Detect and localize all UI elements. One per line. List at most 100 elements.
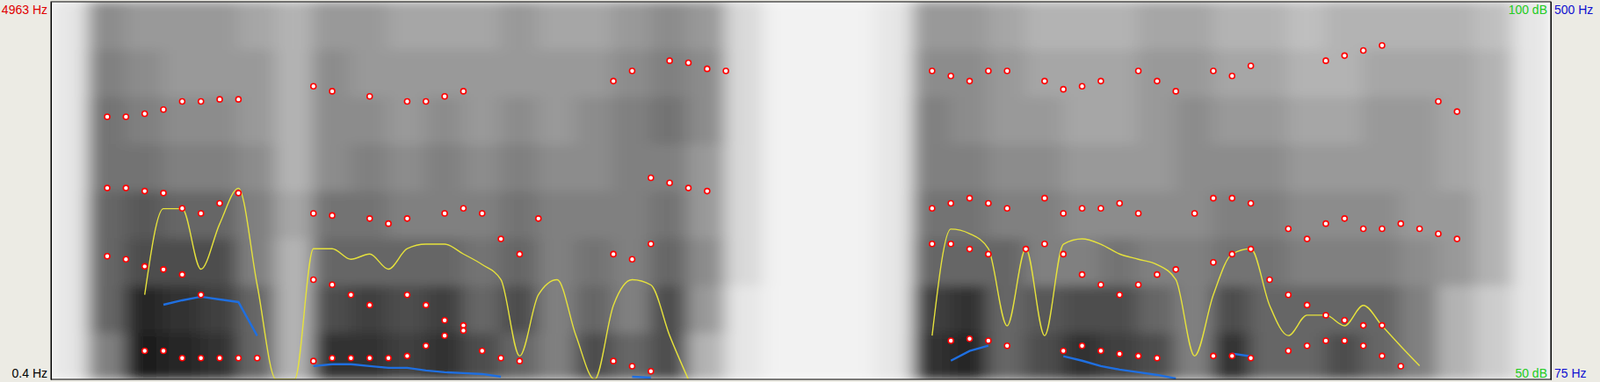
spectrogram-cell [687, 189, 727, 239]
plot-background [50, 1, 1551, 380]
spectrogram-cell [650, 142, 690, 192]
formant-point [104, 185, 110, 191]
spectrogram-cell [537, 48, 578, 98]
spectrogram-cell [949, 1, 990, 51]
formant-point [367, 302, 373, 308]
spectrogram-cell [762, 237, 803, 287]
spectrogram-cell [462, 1, 502, 51]
spectrogram-cell [800, 189, 840, 239]
spectrogram-cell [1287, 95, 1327, 145]
axis-line [50, 2, 52, 381]
spectrogram-cell [275, 189, 315, 239]
spectrogram-cell [50, 331, 90, 380]
formant-point [1379, 353, 1385, 359]
tick: 50 dB [1514, 366, 1551, 381]
formant-point [479, 210, 486, 217]
spectrogram-cell [687, 1, 727, 51]
formant-point [479, 348, 486, 355]
formant-point [1210, 260, 1217, 266]
spectrogram-cell [162, 189, 203, 239]
formant-point [967, 78, 973, 84]
formant-point [179, 99, 185, 105]
formant-point [1341, 52, 1347, 58]
spectrogram-cell [1062, 284, 1102, 334]
formant-point [1136, 353, 1142, 359]
spectrogram-cell [837, 189, 877, 239]
formant-point [123, 185, 129, 191]
spectrogram-cell [50, 95, 90, 145]
formant-point [160, 348, 167, 355]
formant-point [460, 88, 466, 95]
tick: 500 Hz [1550, 2, 1593, 17]
spectrogram-cell [650, 95, 690, 145]
spectrogram-cell [1174, 189, 1215, 239]
formant-point [1079, 343, 1086, 349]
formant-point [1098, 348, 1104, 355]
formant-point [1116, 292, 1123, 298]
spectrogram-cell [162, 95, 203, 145]
formant-point [1154, 78, 1160, 84]
formant-point [1172, 88, 1179, 95]
spectrogram-cell [1287, 331, 1327, 380]
spectrogram-cell [50, 189, 90, 239]
formant-point [1435, 231, 1441, 237]
formant-point [1248, 63, 1254, 69]
spectrogram-cell [87, 331, 128, 380]
spectrogram-cell [1174, 284, 1215, 334]
formant-point [948, 73, 954, 80]
spectrogram-cell [1324, 95, 1365, 145]
spectrogram-cell [912, 142, 953, 192]
formant-point [948, 200, 954, 206]
spectrogram-cell [1100, 95, 1140, 145]
spectrogram-cell [1062, 1, 1102, 51]
spectrogram-cell [50, 142, 90, 192]
y-axis: 0.4 Hz4963 Hz [1, 2, 52, 381]
formant-point [235, 190, 241, 196]
formant-point [1136, 210, 1142, 217]
spectrogram-cell [875, 142, 915, 192]
spectrogram-cell [537, 95, 578, 145]
spectrogram-cell [1324, 1, 1365, 51]
spectrogram-cell [1512, 284, 1551, 334]
spectrogram-cell [499, 142, 540, 192]
spectrogram-cell [1287, 142, 1327, 192]
spectrogram-cell [837, 1, 877, 51]
formant-point [1379, 323, 1385, 329]
pitch-line [163, 296, 1252, 379]
formant-point [441, 333, 448, 339]
formant-point [1116, 351, 1123, 357]
spectrogram-cell [237, 95, 277, 145]
spectrogram-cell [162, 1, 203, 51]
spectrogram-cell [800, 142, 840, 192]
formant-point [235, 96, 241, 102]
formant-point [1361, 48, 1367, 54]
spectrogram-cell [387, 284, 428, 334]
formant-point [441, 94, 448, 100]
tick: 75 Hz [1550, 366, 1587, 381]
plot-area [50, 1, 1551, 380]
formant-point [1304, 302, 1311, 308]
spectrogram-cell [1475, 48, 1515, 98]
formant-point [648, 369, 654, 375]
formant-point [967, 336, 973, 342]
formant-point [610, 251, 616, 257]
spectrogram-cell [912, 284, 953, 334]
formant-point [723, 68, 729, 74]
spectrogram-cell [124, 1, 165, 51]
spectrogram-cell [387, 331, 428, 380]
spectrogram-cell [275, 331, 315, 380]
formant-track [104, 175, 1460, 243]
formant-point [535, 216, 542, 222]
formant-point [198, 355, 204, 362]
formant-point [666, 180, 673, 186]
axis-line [1550, 2, 1552, 381]
spectrogram-cell [1137, 237, 1178, 287]
spectrogram-cell [87, 142, 128, 192]
spectrogram-cell [800, 284, 840, 334]
spectrogram-cell [762, 48, 803, 98]
spectrogram-cell [1100, 189, 1140, 239]
spectrogram-cell [912, 237, 953, 287]
y3-axis: 50 dB100 dB [1508, 2, 1552, 381]
spectrogram-cell [1362, 1, 1403, 51]
formant-point [985, 68, 992, 74]
